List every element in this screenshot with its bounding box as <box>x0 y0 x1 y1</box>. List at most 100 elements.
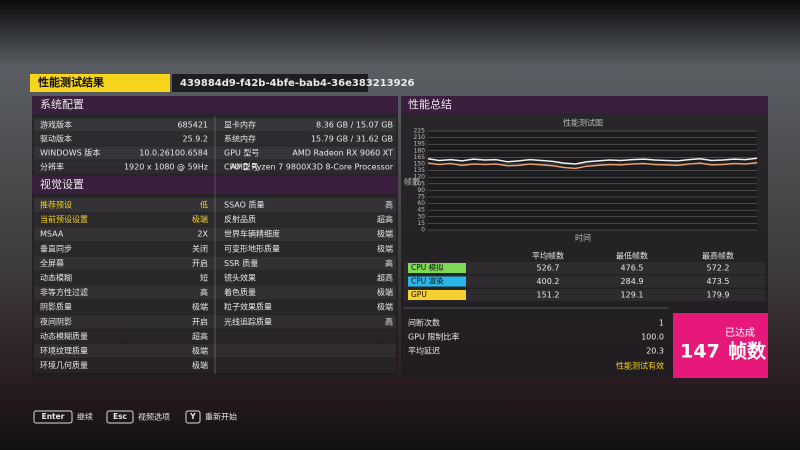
setting-value: 超高 <box>377 214 393 224</box>
setting-value: 25.9.2 <box>183 135 208 144</box>
stat-label: 平均延迟 <box>408 346 440 356</box>
row-bg <box>404 262 765 274</box>
setting-value: AMD Radeon RX 9060 XT <box>292 149 393 158</box>
setting-value: 超高 <box>192 331 208 341</box>
setting-value: 15.79 GB / 31.62 GB <box>311 135 393 144</box>
title-box <box>30 74 170 92</box>
setting-label: 当前预设设置 <box>40 214 88 224</box>
setting-label: 可变形地形质量 <box>224 243 280 253</box>
table-value: 476.5 <box>621 264 644 273</box>
key-cap[interactable] <box>106 410 134 424</box>
key-name: Esc <box>113 412 127 421</box>
setting-value: 开启 <box>192 316 208 326</box>
setting-value: 极端 <box>192 360 208 370</box>
setting-value: 极端 <box>377 229 393 239</box>
valid-flag: 性能测试有效 <box>616 361 664 371</box>
setting-value: 开启 <box>192 258 208 268</box>
column-header: 最高帧数 <box>702 251 734 261</box>
row-bg <box>34 285 396 300</box>
section-title: 性能总结 <box>408 97 452 111</box>
setting-value: 2X <box>197 230 208 239</box>
table-value: 179.9 <box>707 291 730 300</box>
y-tick-label: 0 <box>421 227 425 234</box>
row-bg <box>34 300 396 314</box>
row-bg <box>404 289 765 301</box>
row-bg <box>34 256 396 271</box>
badge <box>408 276 466 287</box>
setting-label: CPU 型号 <box>224 163 259 172</box>
row-bg <box>404 275 765 288</box>
setting-label: 显卡内存 <box>224 120 256 130</box>
setting-label: 垂直同步 <box>40 243 72 253</box>
table-value: 284.9 <box>621 277 644 286</box>
y-tick-label: 165 <box>414 154 426 161</box>
stat-label: GPU 限制比率 <box>408 332 459 342</box>
y-tick-label: 225 <box>414 128 426 135</box>
badge-label: CPU 渲染 <box>411 276 444 286</box>
key-action: 重新开始 <box>205 412 237 422</box>
stat-label: 间断次数 <box>408 318 440 328</box>
result-caption: 已达成 <box>725 327 755 339</box>
series-line <box>427 157 758 165</box>
setting-value: 8.36 GB / 15.07 GB <box>316 121 393 130</box>
setting-value: 低 <box>200 200 208 210</box>
setting-value: 高 <box>385 258 393 268</box>
setting-label: 阴影质量 <box>40 302 72 312</box>
plot-area <box>428 131 757 230</box>
y-tick-label: 195 <box>414 141 426 148</box>
id-box <box>172 74 368 92</box>
setting-value: 1920 x 1080 @ 59Hz <box>124 163 208 172</box>
setting-label: 动态模糊质量 <box>40 331 88 341</box>
setting-label: 游戏版本 <box>40 120 72 130</box>
table-value: 129.1 <box>621 291 644 300</box>
row-bg <box>34 213 396 227</box>
setting-value: 短 <box>200 273 208 283</box>
key-cap[interactable] <box>185 410 201 424</box>
table-value: 151.2 <box>537 291 560 300</box>
table-value: 400.2 <box>537 277 560 286</box>
setting-value: 关闭 <box>192 243 208 253</box>
key-cap[interactable] <box>33 410 73 424</box>
setting-label: 系统内存 <box>224 134 256 144</box>
table-value: 473.5 <box>707 277 730 286</box>
chart-title: 性能测试图 <box>563 118 603 128</box>
result-value: 147 <box>680 341 720 363</box>
result-box <box>673 313 768 378</box>
y-tick-label: 90 <box>417 187 425 194</box>
setting-label: SSR 质量 <box>224 258 258 268</box>
table-value: 572.2 <box>707 264 730 273</box>
row-bg <box>34 329 396 343</box>
section-header <box>32 96 398 113</box>
title: 性能测试结果 <box>38 75 104 89</box>
row-bg <box>34 344 396 358</box>
setting-label: 分辨率 <box>40 162 64 172</box>
y-tick-label: 30 <box>417 213 425 220</box>
y-tick-label: 135 <box>414 167 426 174</box>
setting-value: 极端 <box>377 302 393 312</box>
row-bg <box>34 118 396 132</box>
badge-label: CPU 模拟 <box>411 262 444 272</box>
column-header: 最低帧数 <box>616 251 648 261</box>
y-tick-label: 120 <box>414 174 426 181</box>
setting-value: 高 <box>200 287 208 297</box>
x-axis-label: 时间 <box>575 233 591 243</box>
row-bg <box>34 242 396 256</box>
setting-label: 推荐预设 <box>40 200 72 210</box>
setting-label: 驱动版本 <box>40 134 72 144</box>
badge <box>408 263 466 273</box>
setting-label: 环境纹理质量 <box>40 346 88 356</box>
setting-value: 极端 <box>377 243 393 253</box>
setting-label: GPU 型号 <box>224 149 259 158</box>
stat-value: 1 <box>659 319 664 328</box>
result-unit: 帧数 <box>728 340 767 363</box>
y-tick-label: 15 <box>417 220 425 227</box>
y-tick-label: 105 <box>414 180 426 187</box>
section-header <box>401 96 768 113</box>
key-action: 继续 <box>77 412 93 422</box>
stat-value: 20.3 <box>646 347 664 356</box>
setting-value: 极端 <box>192 346 208 356</box>
section-title: 视觉设置 <box>40 177 84 191</box>
row-bg <box>34 227 396 242</box>
badge <box>408 290 466 300</box>
badge-label: GPU <box>411 290 427 299</box>
